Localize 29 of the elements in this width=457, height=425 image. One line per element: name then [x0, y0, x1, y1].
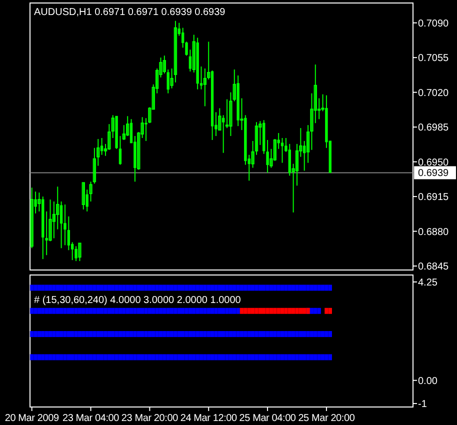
y-tick-label: 0.6950	[418, 157, 450, 168]
x-tick-label: 25 Mar 20:00	[298, 413, 356, 424]
x-tick-label: 23 Mar 20:00	[121, 413, 179, 424]
candlestick	[60, 201, 63, 249]
candlestick	[280, 137, 284, 164]
candlestick	[74, 246, 78, 262]
y-tick-label: 0.6845	[418, 262, 450, 273]
candlestick	[82, 182, 85, 210]
y-tick-label: 4.25	[418, 277, 438, 288]
y-tick-label: -1	[418, 399, 428, 410]
x-tick-label: 25 Mar 04:00	[239, 413, 296, 424]
candlestick	[67, 216, 70, 251]
y-tick-label: 0.00	[418, 376, 438, 387]
y-tick-label: 0.7020	[418, 88, 450, 99]
y-tick-label: 0.6915	[418, 192, 450, 204]
x-tick-label: 20 Mar 2009	[4, 413, 60, 424]
y-tick-label: 0.6880	[418, 226, 450, 238]
chart-title: AUDUSD,H1 0.6971 0.6971 0.6939 0.6939	[34, 7, 226, 18]
candlestick	[30, 187, 34, 249]
candlestick	[100, 137, 104, 156]
y-tick-label: 0.6985	[418, 122, 450, 134]
candlestick	[78, 242, 82, 262]
y-tick-label: 0.7055	[418, 53, 450, 64]
x-tick-label: 23 Mar 04:00	[62, 413, 120, 424]
y-tick-label: 0.7090	[418, 18, 450, 30]
text: # (15,30,60,240) 4.0000 3.0000 2.0000 1.0000	[34, 295, 242, 306]
x-tick-label: 24 Mar 12:00	[180, 413, 238, 424]
ref-line-label: 0.6939	[418, 168, 450, 180]
candlestick	[64, 204, 66, 246]
